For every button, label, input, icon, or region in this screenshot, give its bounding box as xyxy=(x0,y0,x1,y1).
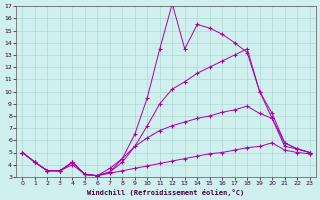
X-axis label: Windchill (Refroidissement éolien,°C): Windchill (Refroidissement éolien,°C) xyxy=(87,189,245,196)
